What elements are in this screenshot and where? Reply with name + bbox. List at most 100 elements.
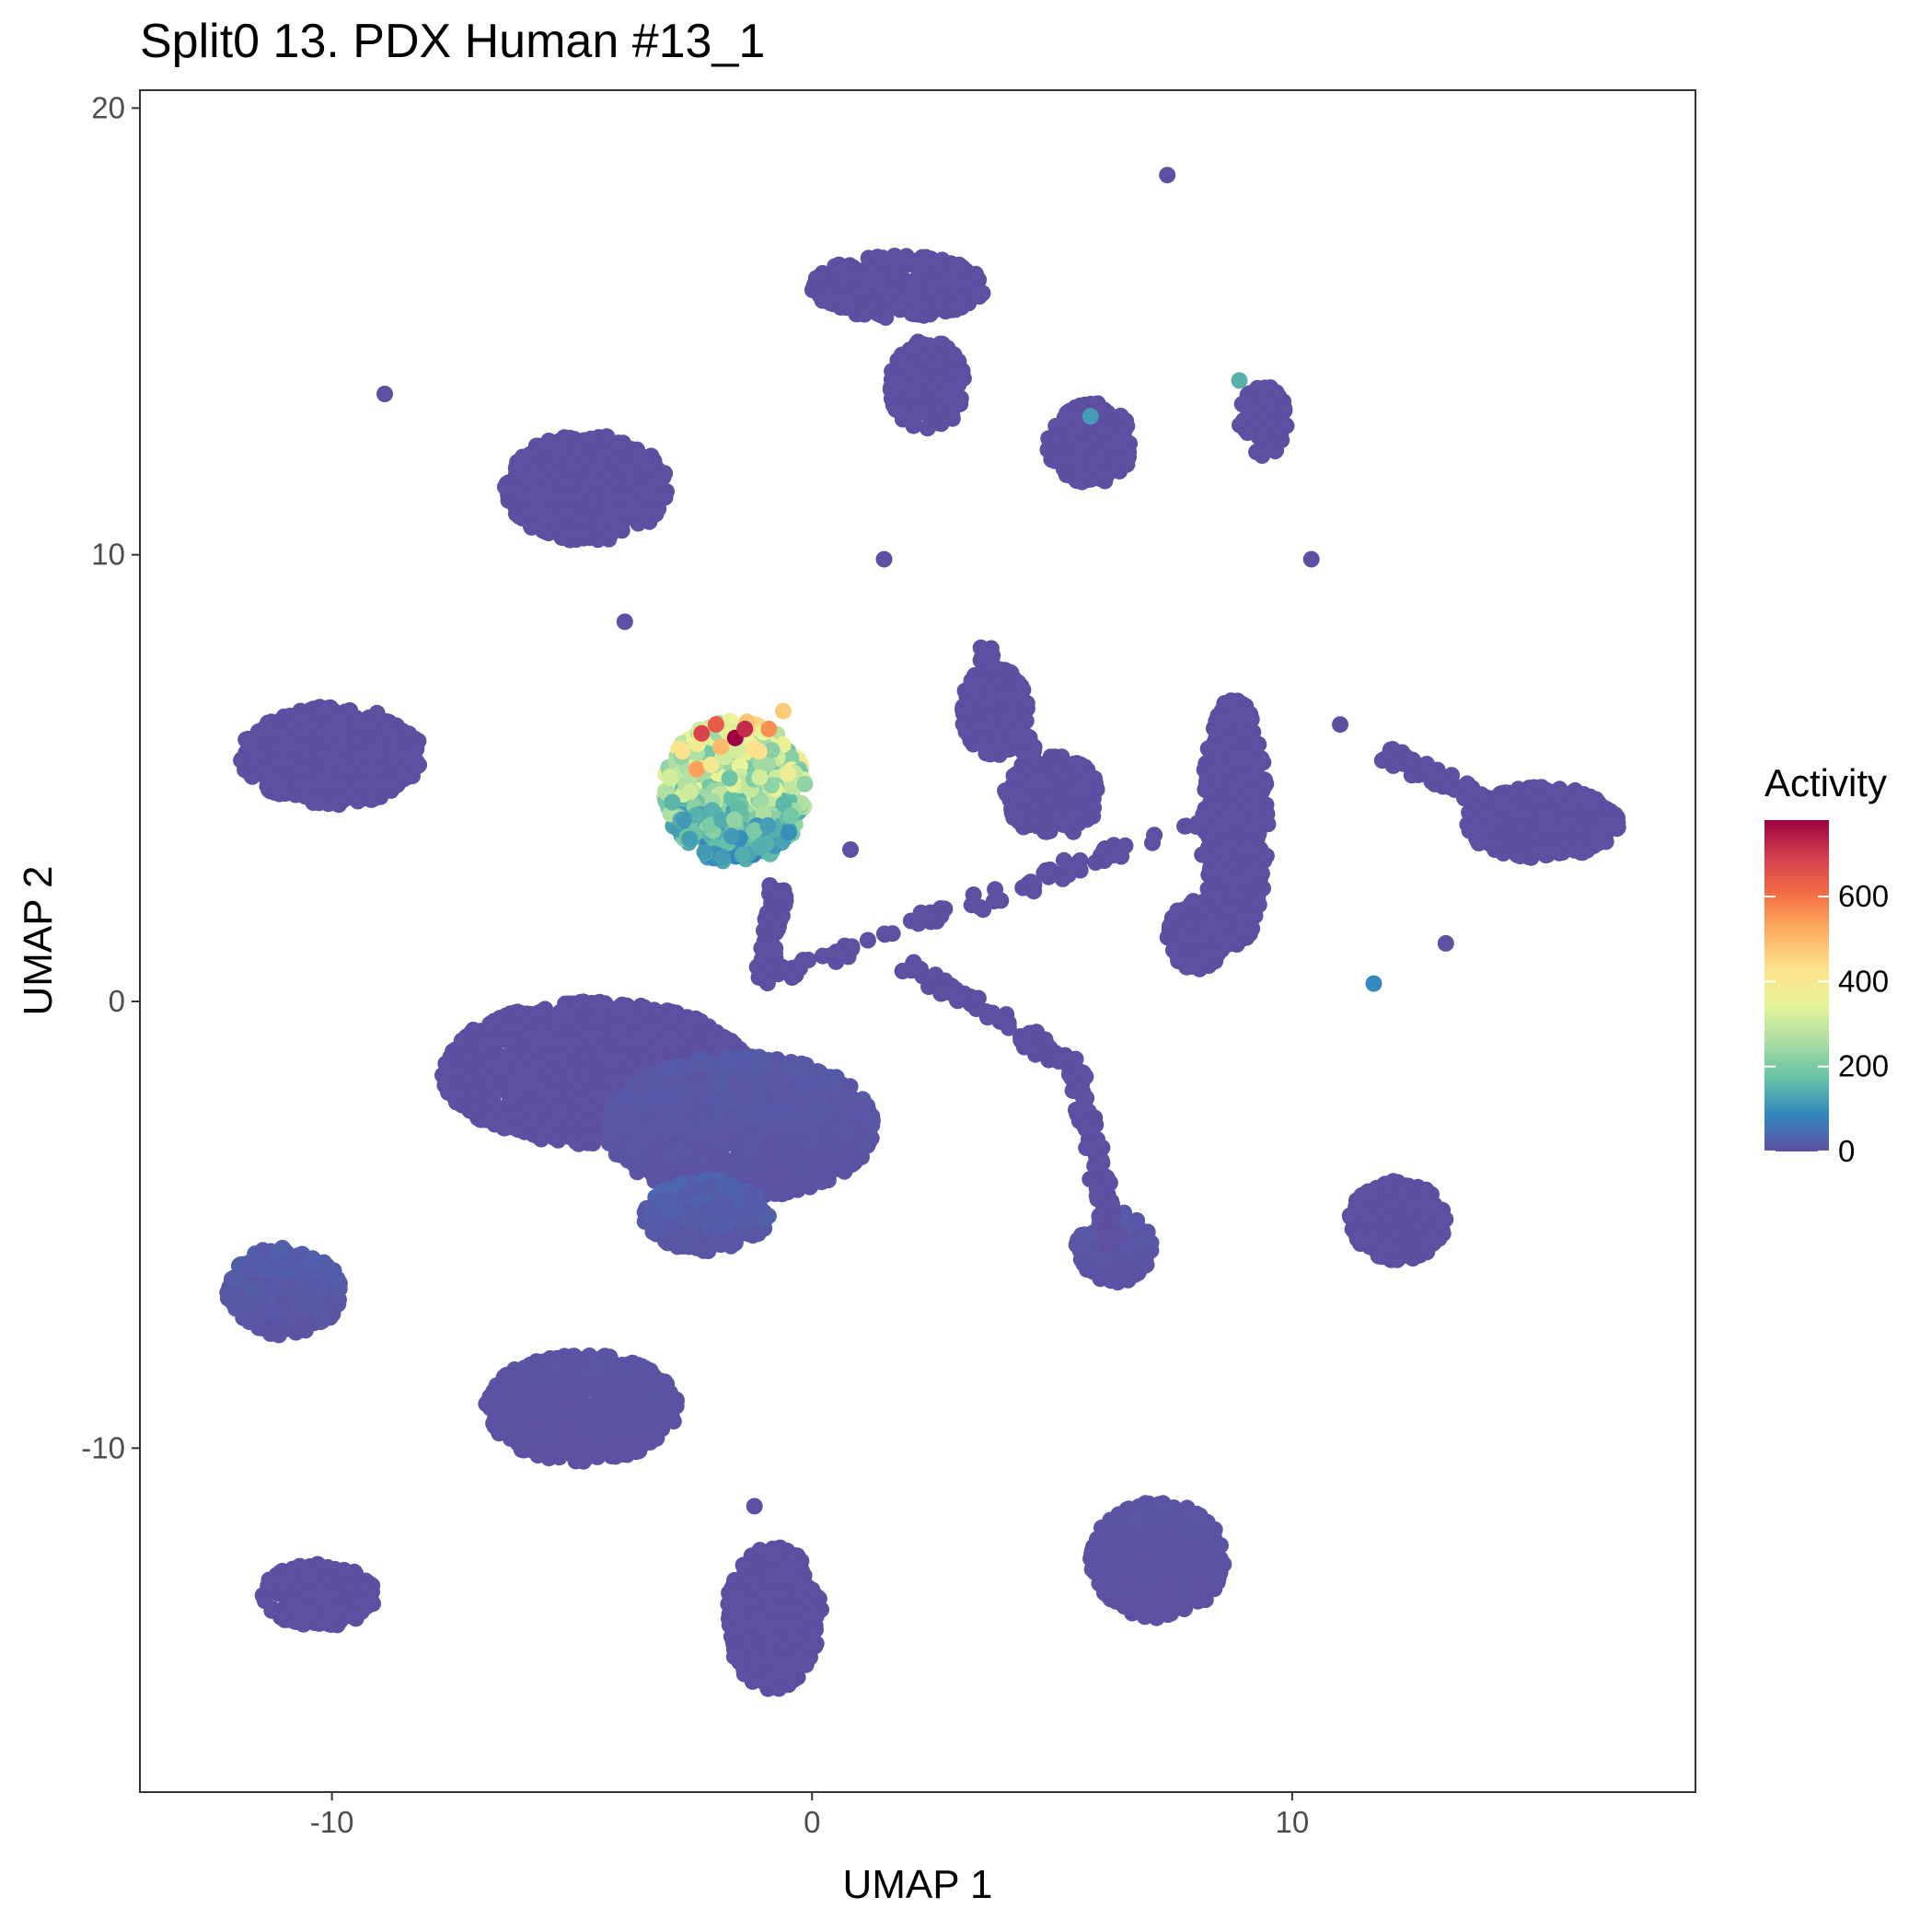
cluster-7-point bbox=[745, 1099, 762, 1116]
cluster-3-point bbox=[945, 387, 963, 404]
cluster-1-point bbox=[291, 711, 308, 727]
cluster-6-point bbox=[453, 1063, 470, 1081]
cluster-6-point bbox=[587, 1027, 605, 1045]
cluster-1-point bbox=[363, 756, 379, 772]
cluster-0-point bbox=[601, 485, 619, 503]
cluster-6-point bbox=[550, 1070, 567, 1087]
cluster-6-point bbox=[548, 1114, 565, 1131]
cluster-7-point bbox=[817, 1153, 835, 1171]
cluster-0-point bbox=[620, 463, 638, 480]
cluster-0-point bbox=[582, 430, 599, 447]
cluster-3-point bbox=[902, 407, 920, 424]
cluster-0-point bbox=[592, 448, 609, 465]
cluster-2-point bbox=[856, 306, 873, 323]
cluster-0-point bbox=[582, 492, 599, 509]
cluster-1-point bbox=[334, 722, 352, 738]
cluster-7-point bbox=[662, 1059, 679, 1077]
cluster-7-point bbox=[827, 1069, 845, 1086]
cluster-7-point bbox=[797, 1057, 815, 1074]
cluster-2-point bbox=[888, 249, 906, 266]
cluster-7-point bbox=[815, 1124, 832, 1141]
cluster-2-point bbox=[931, 298, 948, 316]
cluster-6-point bbox=[489, 1100, 506, 1116]
cluster-0-point bbox=[545, 490, 562, 507]
cluster-0-point bbox=[530, 516, 547, 534]
cluster-6-point bbox=[586, 1086, 604, 1104]
cluster-6-point bbox=[562, 1039, 580, 1056]
cluster-7-point bbox=[748, 1083, 766, 1101]
cluster-7-point bbox=[631, 1151, 648, 1168]
cluster-0-point bbox=[629, 503, 646, 520]
cluster-1-point bbox=[403, 751, 421, 769]
cluster-7-point bbox=[634, 1079, 651, 1096]
cluster-0-point bbox=[573, 507, 591, 525]
cluster-7-point bbox=[782, 1054, 800, 1070]
cluster-7-point bbox=[814, 1096, 831, 1114]
cluster-1-point bbox=[238, 733, 256, 749]
cluster-8-point bbox=[647, 1221, 665, 1238]
cluster-1-point bbox=[318, 716, 335, 734]
cluster-6-point bbox=[647, 1043, 665, 1060]
cluster-0-point bbox=[575, 450, 593, 468]
chart-title: Split0 13. PDX Human #13_1 bbox=[140, 15, 765, 68]
cluster-0-point bbox=[654, 469, 672, 486]
cluster-1-point bbox=[353, 779, 370, 796]
cluster-6-point bbox=[560, 1008, 577, 1025]
cluster-2-point bbox=[825, 287, 842, 305]
cluster-0-point bbox=[637, 479, 654, 496]
cluster-7-point bbox=[728, 1072, 746, 1090]
cluster-6-point bbox=[519, 1113, 537, 1130]
cluster-1-point bbox=[326, 794, 343, 811]
cluster-3-point bbox=[954, 362, 971, 379]
cluster-7-point bbox=[681, 1071, 699, 1089]
cluster-5-point bbox=[1238, 392, 1255, 410]
cluster-6-point bbox=[499, 1048, 516, 1066]
cluster-6-point bbox=[504, 1074, 521, 1092]
cluster-2-point bbox=[923, 278, 941, 295]
cluster-2-point bbox=[970, 286, 988, 304]
cluster-2-point bbox=[896, 289, 913, 307]
cluster-6-point bbox=[529, 1004, 547, 1022]
cluster-4-point bbox=[1075, 437, 1093, 455]
cluster-7-point bbox=[648, 1142, 665, 1160]
cluster-1-point bbox=[266, 784, 283, 801]
cluster-0-point bbox=[515, 467, 533, 484]
cluster-6-point bbox=[576, 1067, 593, 1084]
cluster-9-point bbox=[311, 1302, 329, 1320]
cluster-1-point bbox=[368, 734, 386, 751]
cluster-4-point bbox=[1046, 428, 1063, 445]
cluster-0-point bbox=[607, 516, 624, 534]
cluster-3-point bbox=[931, 352, 948, 369]
cluster-6-point bbox=[490, 1033, 507, 1050]
cluster-6-point bbox=[704, 1030, 722, 1047]
cluster-6-point bbox=[564, 1128, 582, 1145]
cluster-8-point bbox=[759, 1208, 777, 1225]
cluster-4-point bbox=[1110, 454, 1128, 471]
cluster-6-point bbox=[535, 1098, 552, 1116]
cluster-1-point bbox=[316, 749, 333, 767]
cluster-7-point bbox=[734, 1050, 751, 1068]
cluster-7-point bbox=[684, 1108, 701, 1126]
cluster-1-point bbox=[263, 769, 281, 787]
cluster-7-point bbox=[799, 1071, 816, 1089]
cluster-5-point bbox=[1263, 414, 1280, 432]
cluster-3-point bbox=[931, 398, 949, 415]
cluster-7-point bbox=[723, 1128, 740, 1145]
cluster-6-point bbox=[498, 1018, 515, 1035]
cluster-7-point bbox=[782, 1117, 800, 1135]
cluster-0-point bbox=[591, 514, 607, 531]
cluster-6-point bbox=[601, 1048, 619, 1066]
cluster-7-point bbox=[604, 1098, 621, 1116]
cluster-6-point bbox=[632, 1030, 650, 1047]
cluster-7-point bbox=[689, 1140, 707, 1157]
cluster-7-point bbox=[726, 1158, 744, 1175]
cluster-4-point bbox=[1105, 431, 1123, 448]
cluster-7-point bbox=[623, 1109, 641, 1127]
cluster-8-point bbox=[726, 1234, 744, 1252]
cluster-2-point bbox=[878, 283, 896, 301]
cluster-8-point bbox=[687, 1209, 704, 1226]
cluster-8-point bbox=[674, 1238, 691, 1255]
cluster-9-point bbox=[289, 1294, 307, 1312]
cluster-1-point bbox=[249, 746, 267, 762]
